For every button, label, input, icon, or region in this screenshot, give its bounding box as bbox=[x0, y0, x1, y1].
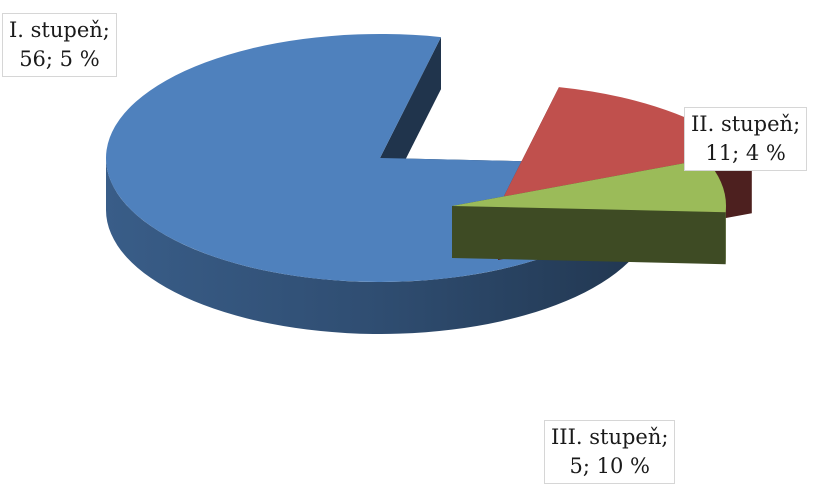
data-label-slice-1-category: I. stupeň; bbox=[9, 18, 110, 42]
data-label-slice-2-values: 11; 4 % bbox=[705, 141, 786, 165]
data-label-slice-2: II. stupeň; 11; 4 % bbox=[684, 107, 808, 171]
data-label-slice-3-values: 5; 10 % bbox=[569, 454, 650, 478]
data-label-slice-1-values: 56; 5 % bbox=[19, 47, 100, 71]
data-label-slice-3-category: III. stupeň; bbox=[551, 425, 669, 449]
slice-2-top-face bbox=[498, 87, 752, 208]
data-label-slice-2-category: II. stupeň; bbox=[691, 112, 801, 136]
data-label-slice-3: III. stupeň; 5; 10 % bbox=[544, 420, 676, 484]
slice-1-side-wall bbox=[106, 158, 654, 334]
data-label-slice-1: I. stupeň; 56; 5 % bbox=[2, 13, 117, 77]
slice-3-top-face bbox=[452, 159, 726, 213]
slice-3-cut-face bbox=[452, 206, 726, 265]
